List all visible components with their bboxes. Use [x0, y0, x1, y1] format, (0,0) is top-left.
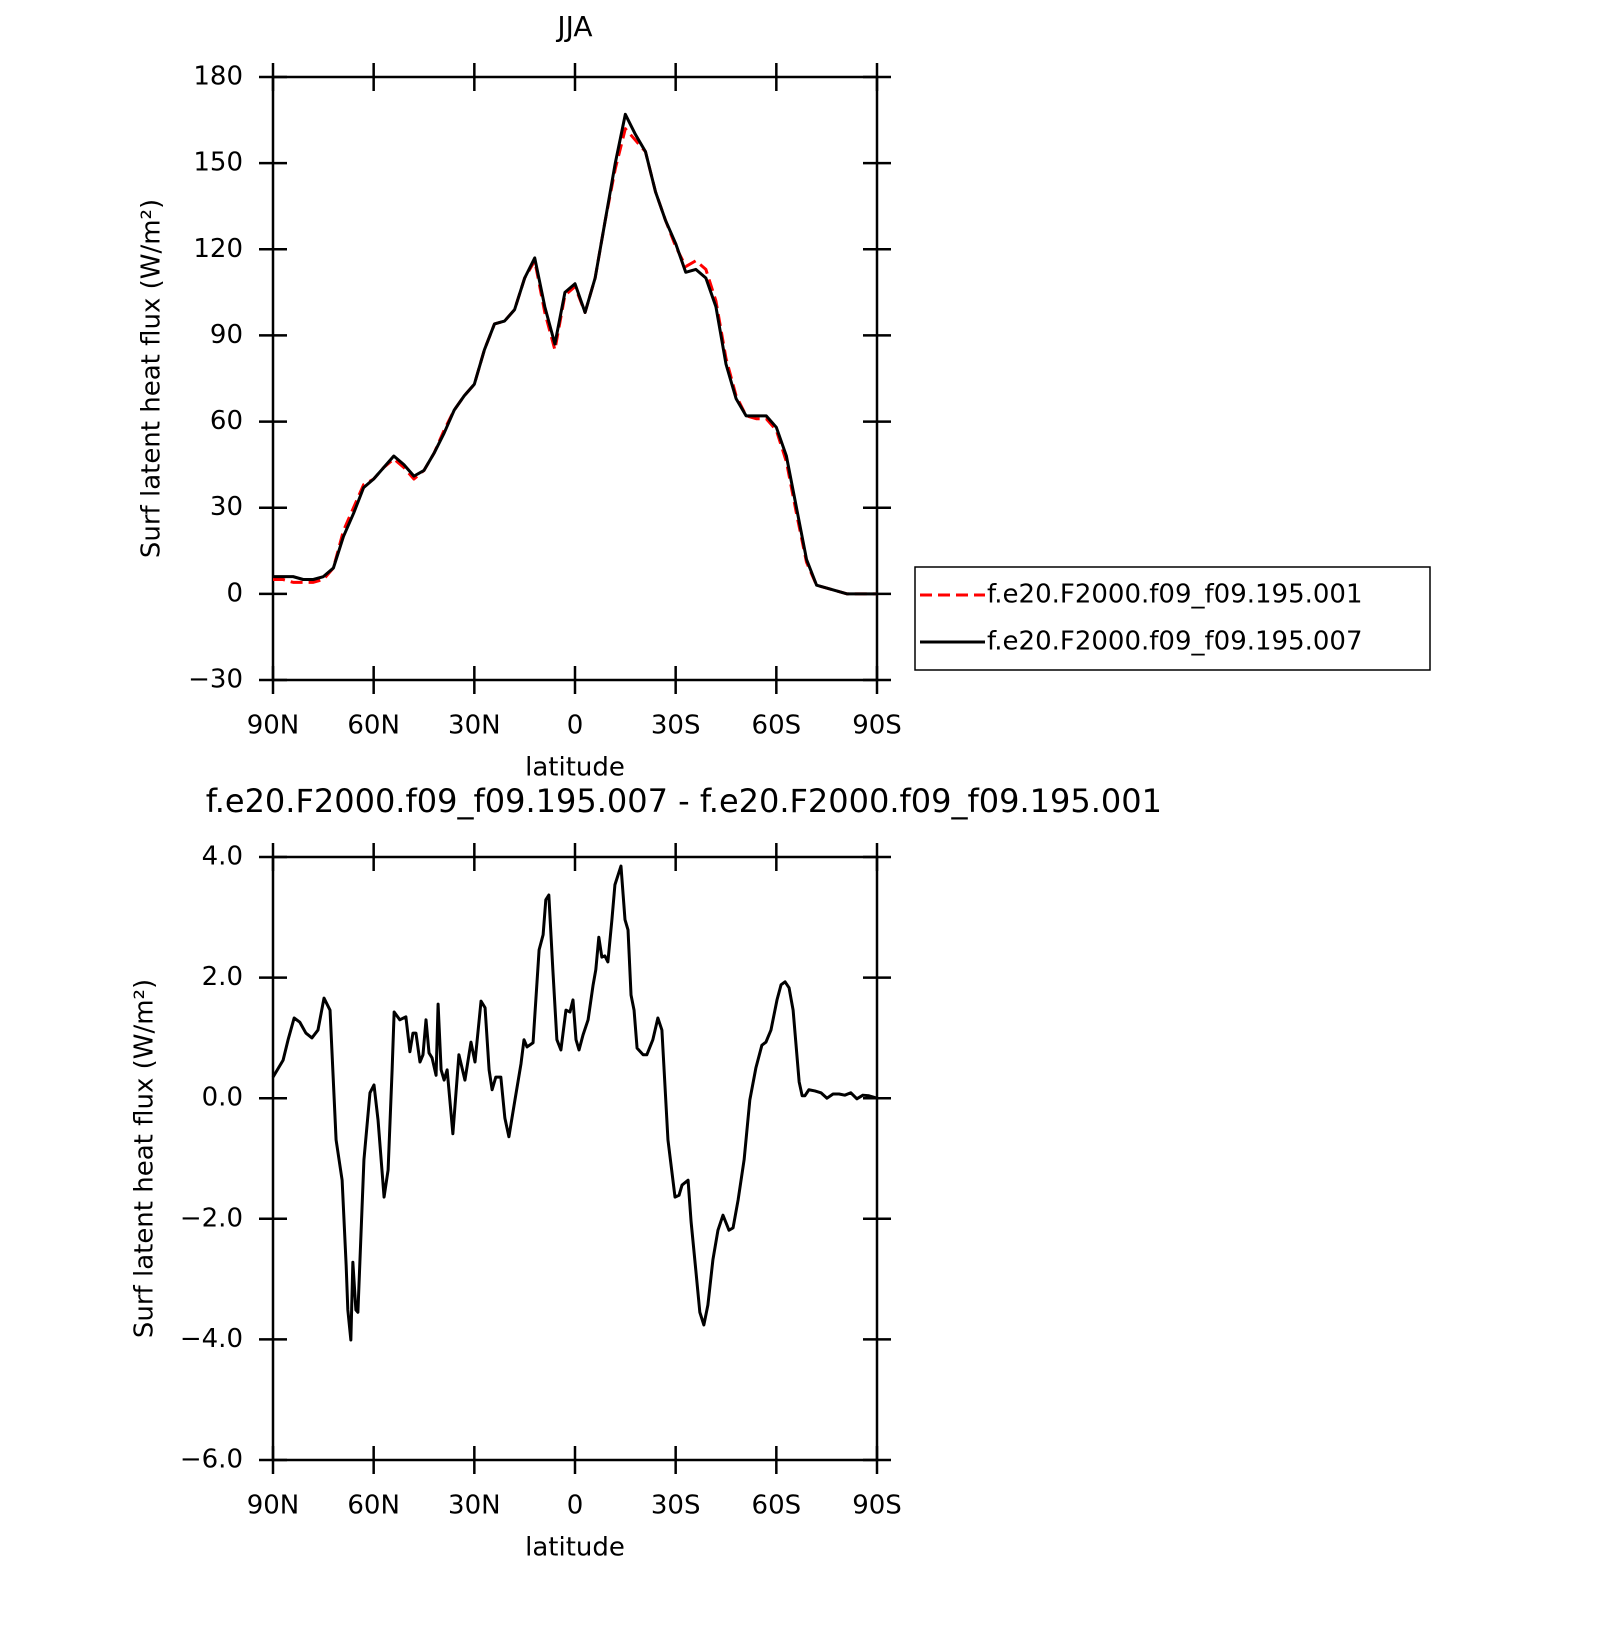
legend-box — [914, 566, 1431, 671]
x-tick-label: 60S — [752, 711, 802, 741]
y-tick-label: 0 — [226, 578, 243, 608]
y-tick-label: −6.0 — [180, 1445, 243, 1475]
y-tick-label: 60 — [210, 406, 243, 436]
y-tick-label: −2.0 — [180, 1203, 243, 1233]
y-axis-label: Surf latent heat flux (W/m²) — [137, 199, 167, 558]
plot-frame — [271, 75, 879, 682]
x-tick-label: 30S — [651, 1491, 701, 1521]
x-tick-label: 60N — [347, 1491, 400, 1521]
y-tick-label: −30 — [188, 665, 243, 695]
x-tick-label: 30S — [651, 711, 701, 741]
x-axis-label: latitude — [525, 753, 625, 783]
y-tick-label: 120 — [193, 234, 243, 264]
y-tick-label: 0.0 — [202, 1083, 243, 1113]
y-tick-label: 30 — [210, 492, 243, 522]
x-tick-label: 90N — [247, 1491, 300, 1521]
x-tick-label: 30N — [448, 1491, 501, 1521]
legend-label: f.e20.F2000.f09_f09.195.007 — [987, 627, 1363, 657]
legend-label: f.e20.F2000.f09_f09.195.001 — [987, 580, 1363, 610]
x-tick-label: 0 — [567, 1491, 584, 1521]
chart-title: f.e20.F2000.f09_f09.195.007 - f.e20.F200… — [206, 782, 1162, 820]
x-tick-label: 90S — [852, 711, 902, 741]
x-tick-label: 0 — [567, 711, 584, 741]
x-tick-label: 90S — [852, 1491, 902, 1521]
x-tick-label: 90N — [247, 711, 300, 741]
data-line — [273, 127, 877, 596]
x-tick-label: 30N — [448, 711, 501, 741]
data-line — [273, 112, 877, 596]
y-tick-label: −4.0 — [180, 1324, 243, 1354]
y-tick-label: 2.0 — [202, 962, 243, 992]
y-axis-label: Surf latent heat flux (W/m²) — [130, 979, 160, 1338]
x-tick-label: 60S — [752, 1491, 802, 1521]
y-tick-label: 4.0 — [202, 842, 243, 872]
y-tick-label: 180 — [193, 62, 243, 92]
y-tick-label: 150 — [193, 148, 243, 178]
chart-title: JJA — [555, 10, 592, 43]
x-axis-label: latitude — [525, 1533, 625, 1563]
plot-frame — [271, 855, 879, 1462]
data-line — [271, 864, 878, 1342]
y-tick-label: 90 — [210, 320, 243, 350]
x-tick-label: 60N — [347, 711, 400, 741]
